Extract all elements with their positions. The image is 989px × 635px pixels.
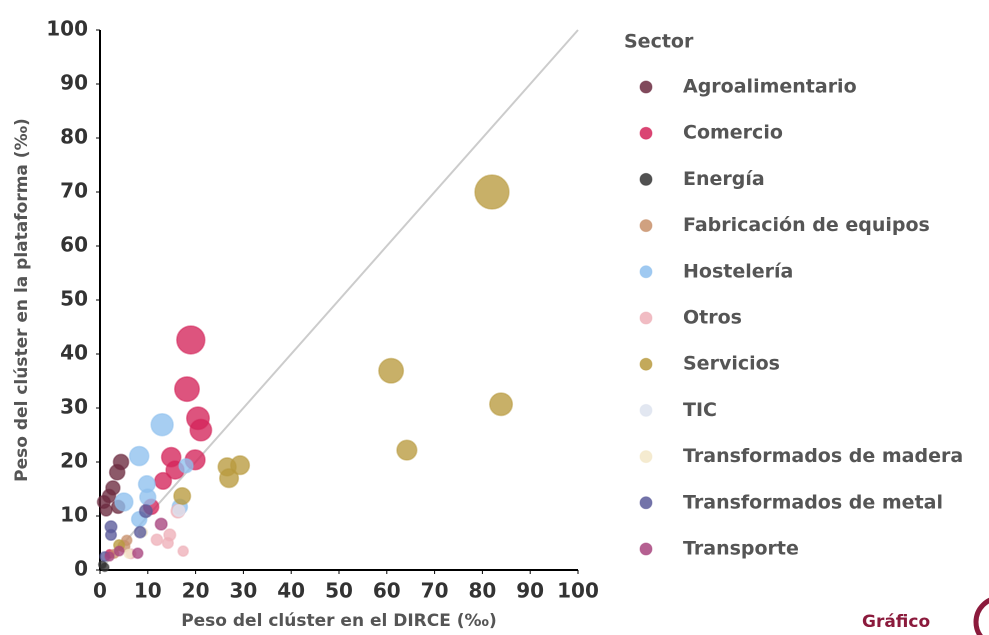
legend-label: Comercio (683, 122, 783, 144)
legend-marker (639, 219, 653, 233)
bubble (177, 545, 190, 557)
y-tick-label: 50 (60, 287, 88, 311)
bubble (128, 445, 150, 467)
bubble (218, 468, 240, 489)
x-tick-label: 50 (325, 579, 353, 603)
legend-marker (639, 357, 653, 371)
legend-marker (639, 126, 653, 140)
reference-line (99, 29, 579, 571)
y-tick-label: 40 (60, 341, 88, 365)
legend-marker (639, 403, 653, 417)
bubble (178, 458, 194, 474)
x-tick-label: 20 (182, 579, 210, 603)
bubble (99, 503, 113, 517)
bubble (131, 547, 144, 560)
legend-marker (639, 542, 653, 556)
x-tick-label: 0 (93, 579, 107, 603)
bubble (489, 392, 514, 417)
bubble (229, 455, 251, 476)
legend-label: Otros (683, 307, 742, 329)
bubble (139, 488, 157, 506)
x-tick-label: 30 (229, 579, 257, 603)
bubble (108, 463, 126, 481)
y-tick-label: 90 (60, 71, 88, 95)
bubble (161, 536, 175, 550)
y-tick-label: 30 (60, 395, 88, 419)
legend-marker (639, 172, 653, 186)
bubble (172, 503, 186, 518)
bubble (378, 357, 405, 384)
bubble (113, 545, 125, 557)
y-axis-title: Peso del clúster en la plataforma (‰) (12, 118, 32, 482)
bubble (474, 174, 510, 210)
x-tick-label: 90 (516, 579, 544, 603)
legend-marker (639, 496, 653, 510)
bubble (114, 492, 134, 512)
x-tick-label: 100 (557, 579, 599, 603)
bubble (396, 439, 418, 461)
legend-label: Transporte (683, 538, 799, 560)
bubble (189, 418, 213, 442)
x-tick-label: 40 (277, 579, 305, 603)
legend-marker (639, 311, 653, 325)
bubble (173, 376, 201, 403)
legend-label: TIC (683, 399, 717, 421)
bubble (154, 471, 173, 490)
y-tick-label: 20 (60, 449, 88, 473)
logo (973, 597, 989, 635)
footer-label: Gráfico (862, 612, 930, 632)
bubble (138, 504, 153, 519)
bubble (123, 548, 134, 560)
legend-marker (639, 450, 653, 464)
y-tick-label: 70 (60, 179, 88, 203)
legend-label: Fabricación de equipos (683, 214, 930, 236)
legend-marker (639, 80, 653, 94)
legend-label: Servicios (683, 353, 780, 375)
x-axis-title: Peso del clúster en el DIRCE (‰) (181, 611, 497, 631)
legend-label: Transformados de madera (683, 445, 963, 467)
x-tick-label: 70 (421, 579, 449, 603)
bubble (173, 486, 192, 506)
y-tick-label: 0 (74, 557, 88, 581)
legend-label: Transformados de metal (683, 491, 943, 513)
legend-label: Hostelería (683, 260, 793, 282)
x-tick-label: 60 (373, 579, 401, 603)
legend-label: Agroalimentario (683, 76, 857, 98)
y-tick-label: 60 (60, 233, 88, 257)
legend-title: Sector (624, 31, 694, 53)
legend-marker (639, 265, 653, 279)
bubble (176, 325, 206, 355)
bubble (104, 551, 115, 562)
bubble (133, 525, 147, 539)
y-tick-label: 100 (46, 17, 88, 41)
legend-label: Energía (683, 168, 765, 190)
bubble (150, 412, 174, 437)
bubble (154, 517, 168, 531)
bubble (104, 528, 118, 542)
x-tick-label: 80 (468, 579, 496, 603)
bubble (150, 533, 164, 547)
y-tick-label: 80 (60, 125, 88, 149)
y-tick-label: 10 (60, 503, 88, 527)
x-tick-label: 10 (134, 579, 162, 603)
